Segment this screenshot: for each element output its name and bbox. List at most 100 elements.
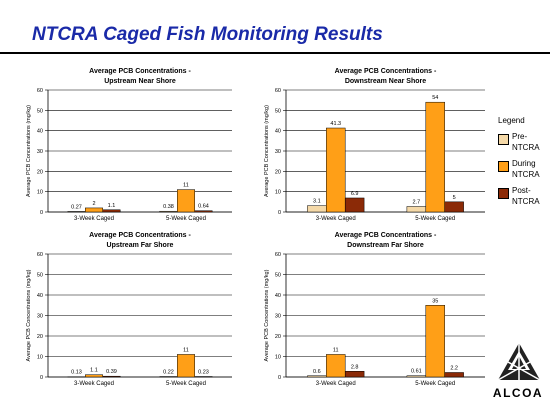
logo-text: ALCOA (492, 386, 544, 400)
data-label: 6.9 (351, 191, 359, 197)
y-tick-label: 50 (37, 273, 43, 279)
bar-post-ntcra (444, 372, 464, 378)
x-tick-label: 3-Week Caged (74, 216, 114, 222)
y-tick-label: 20 (275, 169, 281, 175)
x-tick-label: 5-Week Caged (166, 381, 206, 387)
legend-swatch-pre-ntcra (498, 134, 509, 145)
y-tick-label: 10 (275, 355, 281, 361)
legend-label-pre-ntcra: Pre-NTCRA (512, 132, 540, 152)
y-tick-label: 0 (40, 210, 43, 216)
y-tick-label: 20 (275, 334, 281, 340)
data-label: 2.2 (450, 365, 458, 371)
title-divider (0, 52, 550, 54)
y-tick-label: 0 (278, 375, 281, 381)
y-axis-label: Average PCB Concentrations (mg/kg) (264, 269, 270, 361)
bar-during-ntcra (326, 354, 346, 378)
y-tick-label: 40 (275, 129, 281, 135)
x-tick-label: 3-Week Caged (316, 381, 356, 387)
x-tick-label: 5-Week Caged (166, 216, 206, 222)
data-label: 5 (453, 195, 456, 201)
chart-title: Average PCB Concentrations - Downstream F… (335, 232, 437, 249)
data-label: 11 (183, 183, 189, 189)
x-tick-label: 5-Week Caged (415, 381, 455, 387)
y-axis-label: Average PCB Concentrations (mg/kg) (26, 269, 32, 361)
x-tick-label: 3-Week Caged (316, 216, 356, 222)
bar-pre-ntcra (67, 211, 86, 213)
data-label: 0.27 (71, 204, 82, 210)
chart-title-line: Upstream Far Shore (107, 242, 174, 249)
bar-during-ntcra (326, 127, 346, 213)
y-tick-label: 20 (37, 334, 43, 340)
data-label: 11 (333, 347, 339, 353)
data-label: 0.23 (198, 370, 209, 376)
legend-swatch-post-ntcra (498, 188, 509, 199)
bar-pre-ntcra (159, 376, 178, 378)
legend-item-during-ntcra: During NTCRA (498, 158, 548, 180)
legend: Legend Pre-NTCRA During NTCRA Post-NTCRA (498, 116, 548, 212)
data-label: 0.38 (163, 204, 174, 210)
data-label: 54 (432, 95, 438, 101)
legend-title: Legend (498, 116, 525, 125)
bar-post-ntcra (194, 210, 213, 213)
bar-post-ntcra (344, 197, 365, 213)
data-label: 1.1 (90, 368, 98, 374)
data-label: 0.61 (411, 369, 422, 375)
y-axis-label: Average PCB Concentrations (mg/kg) (26, 105, 32, 197)
bar-pre-ntcra (406, 206, 427, 213)
chart-title-line: Average PCB Concentrations - (89, 232, 191, 239)
y-tick-label: 10 (275, 190, 281, 196)
chart-2: 0 10 20 30 40 50 60 3.1 41.3 6.9 3-Week Caged 2.7 54… (264, 68, 485, 222)
data-label: 0.13 (71, 370, 82, 376)
chart-title: Average PCB Concentrations - Upstream Nea… (89, 68, 191, 85)
chart-title-line: Downstream Far Shore (347, 242, 424, 249)
bar-post-ntcra (102, 209, 121, 213)
bar-during-ntcra (425, 101, 445, 213)
bar-post-ntcra (194, 376, 213, 378)
y-tick-label: 50 (275, 273, 281, 279)
chart-title-line: Average PCB Concentrations - (335, 232, 437, 239)
y-tick-label: 10 (37, 355, 43, 361)
bar-pre-ntcra (307, 375, 327, 378)
chart-4: 0 10 20 30 40 50 60 0.6 11 2.8 3-Week Caged 0.61 35 2… (264, 232, 485, 387)
bar-pre-ntcra (159, 210, 178, 213)
legend-label-post-ntcra: Post-NTCRA (512, 186, 540, 206)
bar-post-ntcra (102, 375, 121, 378)
y-tick-label: 30 (37, 149, 43, 155)
chart-3: 0 10 20 30 40 50 60 0.13 1.1 0.39 3-Week Caged 0.22… (26, 232, 232, 387)
data-label: 0.22 (163, 370, 174, 376)
data-label: 41.3 (330, 121, 341, 127)
data-label: 2.7 (413, 200, 421, 206)
legend-item-post-ntcra: Post-NTCRA (498, 185, 548, 207)
bar-post-ntcra (344, 371, 365, 378)
y-tick-label: 60 (275, 252, 281, 258)
x-tick-label: 5-Week Caged (415, 216, 455, 222)
data-label: 0.64 (198, 204, 209, 210)
chart-title-line: Average PCB Concentrations - (89, 68, 191, 75)
y-tick-label: 30 (275, 149, 281, 155)
data-label: 11 (183, 347, 189, 353)
x-tick-label: 3-Week Caged (74, 381, 114, 387)
y-tick-label: 20 (37, 169, 43, 175)
y-tick-label: 60 (37, 88, 43, 94)
chart-1: 0 10 20 30 40 50 60 0.27 2 1.1 3-Week Caged 0.38 11 0… (26, 68, 232, 222)
chart-title: Average PCB Concentrations - Downstream N… (335, 68, 437, 85)
bar-during-ntcra (85, 374, 103, 378)
data-label: 35 (432, 298, 438, 304)
y-tick-label: 60 (275, 88, 281, 94)
data-label: 2.8 (351, 364, 359, 370)
bar-during-ntcra (177, 189, 195, 213)
y-tick-label: 40 (275, 293, 281, 299)
alcoa-logo-icon (497, 343, 541, 381)
slide-title: NTCRA Caged Fish Monitoring Results (32, 24, 383, 45)
y-tick-label: 10 (37, 190, 43, 196)
data-label: 0.39 (106, 369, 117, 375)
data-label: 2 (92, 201, 95, 207)
bar-pre-ntcra (406, 375, 427, 378)
bar-pre-ntcra (67, 376, 86, 378)
chart-title: Average PCB Concentrations - Upstream Far… (89, 232, 191, 249)
y-tick-label: 30 (275, 314, 281, 320)
data-label: 1.1 (108, 203, 116, 209)
y-axis-label: Average PCB Concentrations (mg/kg) (264, 105, 270, 197)
bar-pre-ntcra (307, 205, 327, 213)
